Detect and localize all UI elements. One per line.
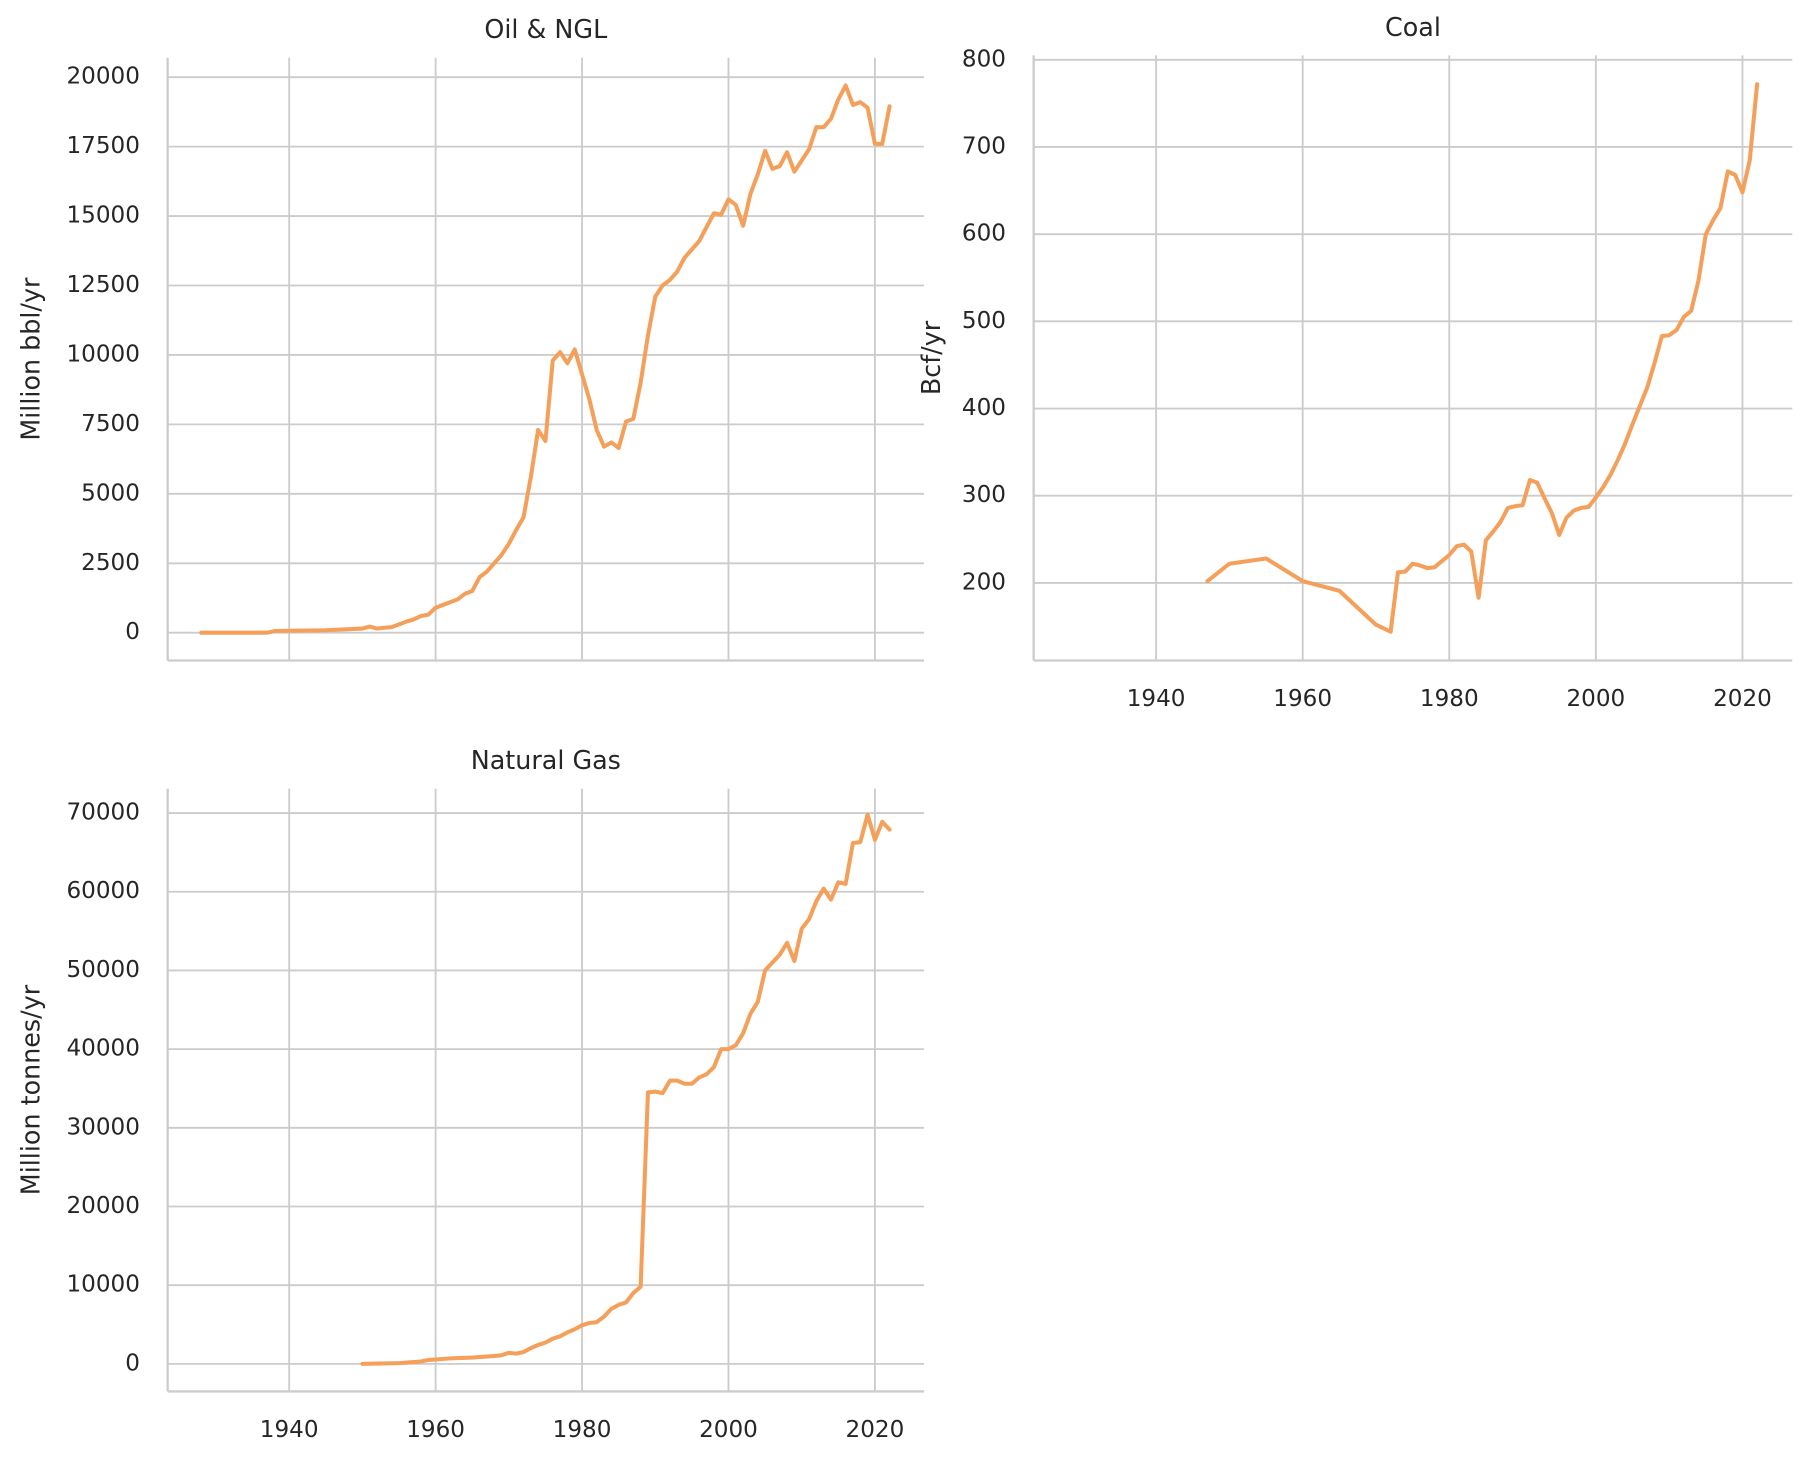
y-axis-label: Bcf/yr (916, 320, 946, 395)
y-tick-label: 50000 (67, 957, 140, 983)
y-tick-label: 400 (962, 395, 1006, 421)
y-tick-label: 7500 (81, 411, 140, 437)
panel-title: Oil & NGL (484, 14, 608, 44)
y-tick-label: 300 (962, 482, 1006, 508)
y-axis-label: Million bbl/yr (16, 277, 46, 441)
panel: 1940 1960 1980 2000 2020 0 10000 20000 30000 4000… (16, 745, 924, 1443)
x-tick-label: 2000 (1567, 686, 1626, 712)
x-tick-label: 1960 (406, 1417, 465, 1443)
data-line (360, 812, 892, 1366)
y-tick-label: 5000 (81, 480, 140, 506)
x-tick-label: 1940 (1127, 686, 1186, 712)
panel: 0 2500 5000 7500 10000 12500 15000 17500 20000 Oi… (16, 14, 924, 662)
y-tick-label: 15000 (67, 203, 140, 229)
x-tick-label: 1980 (1420, 686, 1479, 712)
x-tick-label: 1980 (553, 1417, 612, 1443)
x-tick-label: 2000 (699, 1417, 758, 1443)
y-tick-label: 70000 (67, 800, 140, 826)
y-tick-label: 17500 (67, 133, 140, 159)
data-line (199, 83, 892, 635)
y-tick-label: 20000 (67, 64, 140, 90)
y-tick-label: 500 (962, 308, 1006, 334)
y-tick-label: 60000 (67, 878, 140, 904)
data-line (1205, 82, 1760, 634)
y-axis-label: Million tonnes/yr (16, 984, 46, 1195)
y-tick-label: 30000 (67, 1114, 140, 1140)
y-tick-label: 20000 (67, 1193, 140, 1219)
y-tick-label: 800 (962, 46, 1006, 72)
y-tick-label: 10000 (67, 1272, 140, 1298)
y-tick-label: 0 (125, 1350, 140, 1376)
y-tick-label: 40000 (67, 1036, 140, 1062)
y-tick-label: 700 (962, 133, 1006, 159)
y-tick-label: 0 (125, 619, 140, 645)
y-tick-label: 10000 (67, 341, 140, 367)
x-tick-label: 2020 (1713, 686, 1772, 712)
x-tick-label: 1940 (260, 1417, 319, 1443)
panel-title: Natural Gas (471, 745, 621, 775)
panel-title: Coal (1385, 12, 1441, 42)
y-tick-label: 12500 (67, 272, 140, 298)
panel: 1940 1960 1980 2000 2020 200 300 400 500 600 700 80… (916, 12, 1793, 712)
y-tick-label: 200 (962, 569, 1006, 595)
y-tick-label: 2500 (81, 550, 140, 576)
x-tick-label: 2020 (846, 1417, 905, 1443)
x-tick-label: 1960 (1273, 686, 1332, 712)
y-tick-label: 600 (962, 221, 1006, 247)
